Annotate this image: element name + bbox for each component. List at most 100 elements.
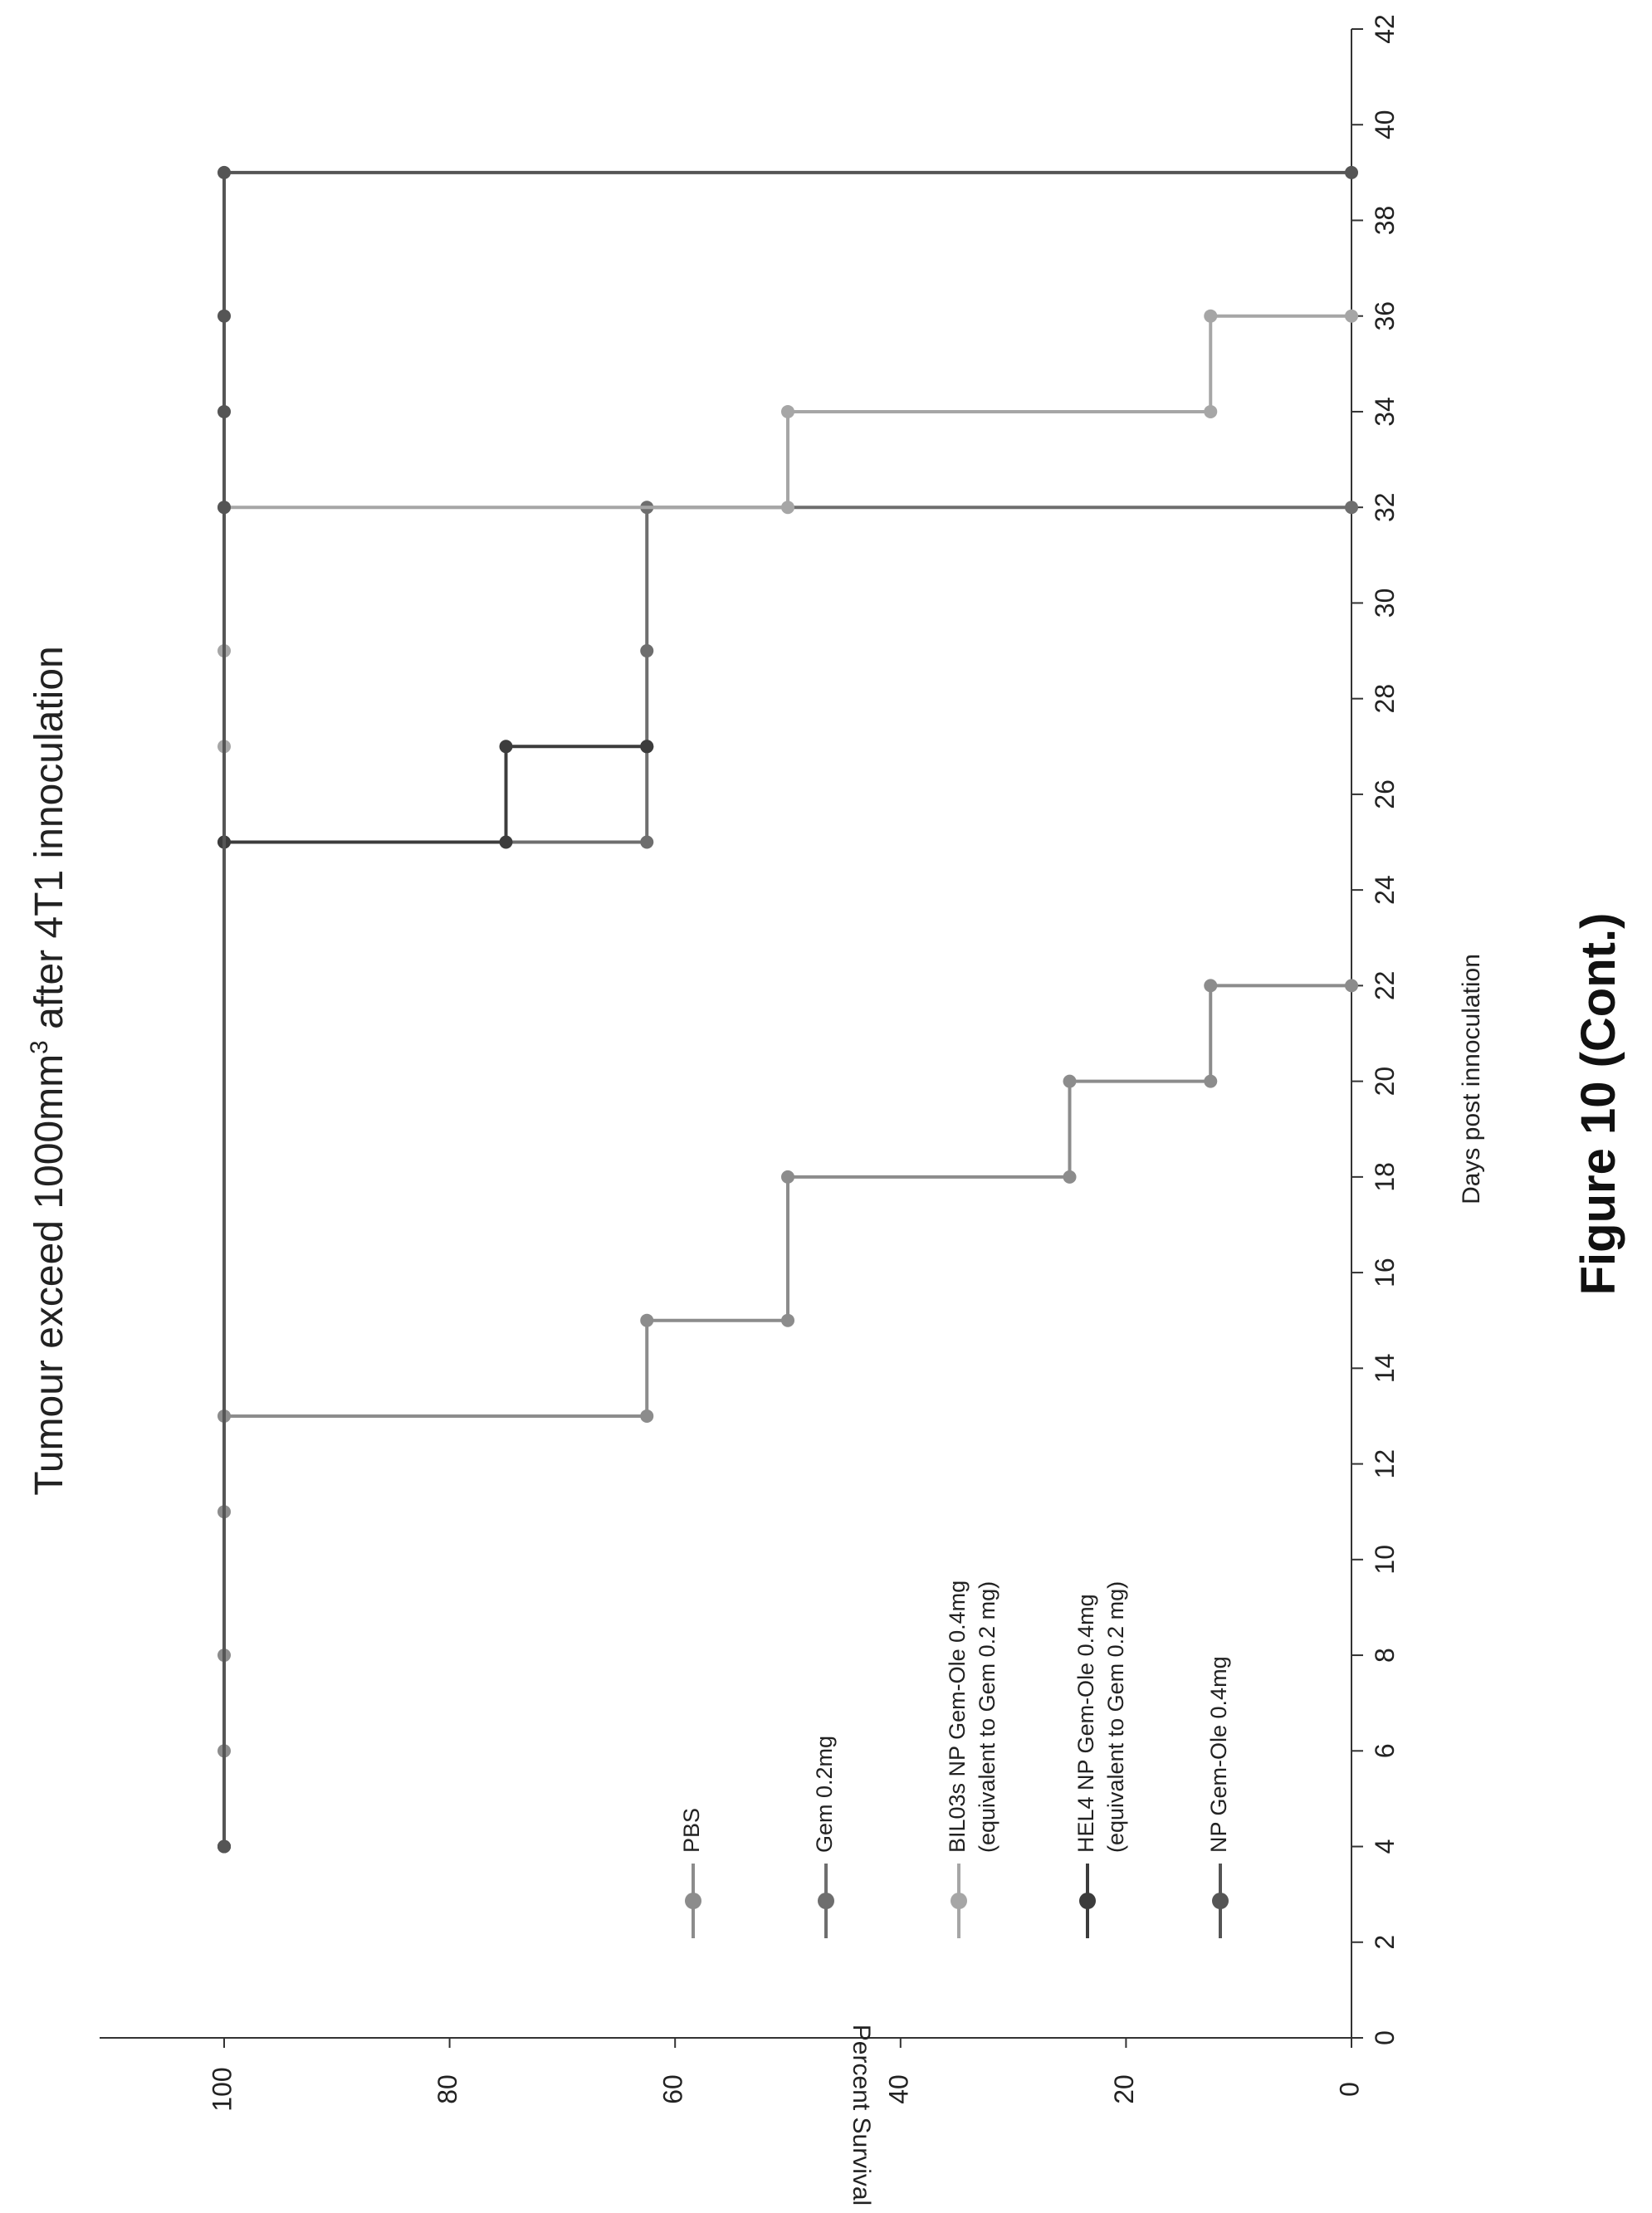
data-point (499, 740, 513, 754)
x-tick-label: 10 (1370, 1545, 1400, 1575)
data-point (1345, 165, 1358, 179)
data-point (781, 1170, 794, 1184)
x-tick-label: 30 (1370, 589, 1400, 618)
data-point (1204, 309, 1218, 323)
svg-text:30: 30 (1370, 589, 1400, 618)
data-point (640, 1409, 654, 1423)
svg-text:16: 16 (1370, 1258, 1400, 1287)
data-point (640, 835, 654, 849)
svg-text:20: 20 (1109, 2074, 1139, 2104)
y-tick-label: 20 (1109, 2074, 1139, 2104)
x-tick-label: 4 (1370, 1839, 1400, 1854)
series-5 (217, 165, 1358, 1854)
x-tick-label: 6 (1370, 1743, 1400, 1758)
svg-text:4: 4 (1370, 1839, 1400, 1854)
x-tick-label: 2 (1370, 1935, 1400, 1950)
svg-text:Percent Survival: Percent Survival (848, 2025, 875, 2206)
svg-text:Figure 10 (Cont.): Figure 10 (Cont.) (1571, 913, 1625, 1296)
svg-text:32: 32 (1370, 492, 1400, 522)
svg-text:(equivalent to Gem 0.2 mg): (equivalent to Gem 0.2 mg) (975, 1581, 1000, 1853)
svg-text:Gem 0.2mg: Gem 0.2mg (812, 1736, 837, 1853)
svg-text:60: 60 (658, 2074, 688, 2104)
data-point (1204, 979, 1218, 993)
svg-text:20: 20 (1370, 1067, 1400, 1097)
svg-text:80: 80 (433, 2074, 462, 2104)
legend-entry: NP Gem-Ole 0.4mg (1206, 1656, 1231, 1938)
svg-text:14: 14 (1370, 1354, 1400, 1384)
data-point (640, 740, 654, 754)
legend-entry: BIL03s NP Gem-Ole 0.4mg (equivalent to Ge… (945, 1580, 1000, 1938)
legend-label: (equivalent to Gem 0.2 mg) (975, 1581, 1000, 1853)
x-tick-label: 12 (1370, 1449, 1400, 1479)
data-point (640, 1313, 654, 1327)
y-tick-label: 60 (658, 2074, 688, 2104)
data-point (499, 835, 513, 849)
legend-label: (equivalent to Gem 0.2 mg) (1103, 1581, 1128, 1853)
legend-swatch-marker (951, 1893, 967, 1909)
svg-text:BIL03s NP Gem-Ole 0.4mg: BIL03s NP Gem-Ole 0.4mg (945, 1580, 970, 1853)
legend-entry: Gem 0.2mg (812, 1736, 837, 1938)
svg-text:6: 6 (1370, 1743, 1400, 1758)
y-axis-ticks: 0 20 40 60 80 100 (207, 2038, 1364, 2112)
svg-text:18: 18 (1370, 1162, 1400, 1192)
legend-swatch-marker (818, 1893, 834, 1909)
y-tick-label: 40 (883, 2074, 913, 2104)
legend-entry: HEL4 NP Gem-Ole 0.4mg (equivalent to Gem … (1073, 1581, 1128, 1938)
data-point (217, 1839, 231, 1854)
svg-text:24: 24 (1370, 875, 1400, 905)
legend-label: PBS (679, 1808, 704, 1853)
series-line (222, 170, 1351, 1847)
x-tick-label: 40 (1370, 110, 1400, 139)
svg-text:(equivalent to Gem 0.2 mg): (equivalent to Gem 0.2 mg) (1103, 1581, 1128, 1853)
legend-label: BIL03s NP Gem-Ole 0.4mg (945, 1580, 970, 1853)
svg-text:40: 40 (1370, 110, 1400, 139)
legend: PBS Gem 0.2mg BIL03s NP Gem-Ole 0.4mg (equi… (679, 1580, 1231, 1938)
data-point (1063, 1170, 1077, 1184)
x-tick-label: 34 (1370, 397, 1400, 427)
data-point (640, 644, 654, 658)
svg-text:0: 0 (1334, 2082, 1364, 2097)
y-tick-label: 100 (207, 2067, 237, 2111)
legend-swatch-marker (685, 1893, 701, 1909)
data-point (781, 404, 794, 418)
data-point (1345, 979, 1358, 993)
data-point (1063, 1074, 1077, 1088)
svg-text:42: 42 (1370, 14, 1400, 44)
legend-swatch-marker (1212, 1893, 1229, 1909)
svg-text:100: 100 (207, 2067, 237, 2111)
series-layer (217, 165, 1358, 1854)
svg-text:Tumour exceed 1000mm3 after 4T: Tumour exceed 1000mm3 after 4T1 innocula… (26, 646, 71, 1495)
svg-text:HEL4 NP Gem-Ole 0.4mg: HEL4 NP Gem-Ole 0.4mg (1073, 1594, 1098, 1853)
svg-text:34: 34 (1370, 397, 1400, 427)
x-tick-label: 32 (1370, 492, 1400, 522)
svg-text:12: 12 (1370, 1449, 1400, 1479)
svg-text:NP Gem-Ole 0.4mg: NP Gem-Ole 0.4mg (1206, 1656, 1231, 1853)
x-tick-label: 20 (1370, 1067, 1400, 1097)
svg-text:8: 8 (1370, 1648, 1400, 1663)
svg-text:40: 40 (883, 2074, 913, 2104)
x-tick-label: 36 (1370, 301, 1400, 331)
data-point (217, 404, 231, 418)
svg-text:38: 38 (1370, 206, 1400, 236)
legend-swatch-marker (1079, 1893, 1096, 1909)
data-point (781, 501, 794, 515)
legend-label: HEL4 NP Gem-Ole 0.4mg (1073, 1594, 1098, 1853)
y-tick-label: 0 (1334, 2082, 1364, 2097)
data-point (781, 1313, 794, 1327)
x-tick-label: 18 (1370, 1162, 1400, 1192)
data-point (1204, 1074, 1218, 1088)
y-tick-label: 80 (433, 2074, 462, 2104)
data-point (217, 165, 231, 179)
x-tick-label: 14 (1370, 1354, 1400, 1384)
x-axis-title: Days post innoculation (1458, 954, 1485, 1204)
legend-label: Gem 0.2mg (812, 1736, 837, 1853)
x-tick-label: 26 (1370, 779, 1400, 809)
chart-title: Tumour exceed 1000mm3 after 4T1 innocula… (26, 646, 71, 1495)
svg-text:0: 0 (1370, 2030, 1400, 2045)
data-point (1345, 309, 1358, 323)
legend-entry: PBS (679, 1808, 704, 1938)
svg-text:36: 36 (1370, 301, 1400, 331)
